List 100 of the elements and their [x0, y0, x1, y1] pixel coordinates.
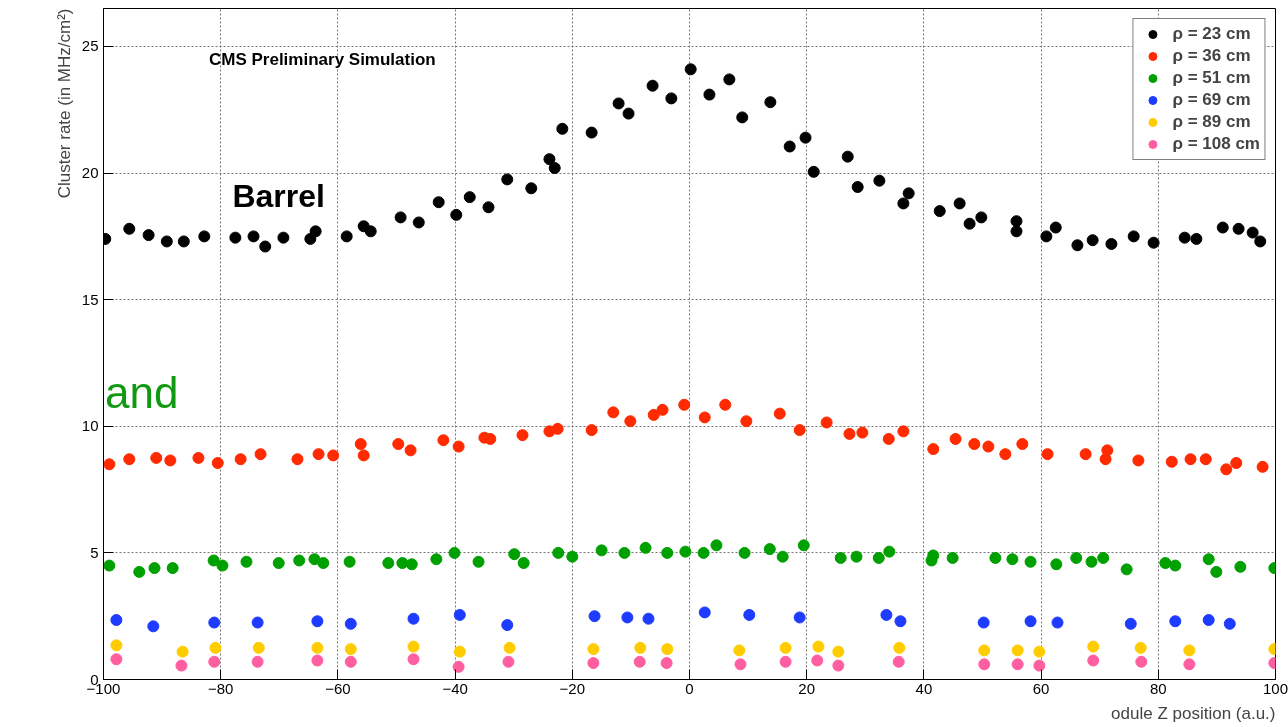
point — [793, 611, 806, 624]
point — [251, 616, 264, 629]
point — [1087, 640, 1100, 653]
point — [595, 544, 608, 557]
point — [252, 641, 265, 654]
point — [872, 551, 885, 564]
point — [698, 411, 711, 424]
point — [110, 653, 123, 666]
point — [607, 406, 620, 419]
y-tick-label: 15 — [81, 290, 99, 308]
point — [405, 558, 418, 571]
point — [1169, 615, 1182, 628]
point — [448, 546, 461, 559]
point — [216, 559, 229, 572]
point — [503, 641, 516, 654]
point — [897, 425, 910, 438]
point — [927, 443, 940, 456]
point — [437, 434, 450, 447]
y-tick-label: 20 — [81, 164, 99, 182]
point — [254, 448, 267, 461]
point — [133, 565, 146, 578]
point — [621, 611, 634, 624]
point — [312, 448, 325, 461]
point — [407, 612, 420, 625]
point — [978, 658, 991, 671]
point — [977, 616, 990, 629]
point — [166, 562, 179, 575]
point — [293, 554, 306, 567]
point — [357, 449, 370, 462]
point — [832, 645, 845, 658]
point — [150, 451, 163, 464]
point — [291, 453, 304, 466]
point — [344, 655, 357, 668]
point — [1016, 438, 1029, 451]
point — [1050, 558, 1063, 571]
point — [989, 551, 1002, 564]
point — [585, 424, 598, 437]
point — [1024, 615, 1037, 628]
point — [1033, 659, 1046, 672]
point — [501, 619, 514, 632]
point — [1223, 617, 1236, 630]
point — [234, 453, 247, 466]
point — [453, 645, 466, 658]
point — [968, 438, 981, 451]
point — [251, 655, 264, 668]
point — [763, 543, 776, 556]
point — [502, 655, 515, 668]
point — [1132, 454, 1145, 467]
point — [587, 657, 600, 670]
point — [1256, 460, 1269, 473]
point — [697, 546, 710, 559]
point — [978, 644, 991, 657]
point — [734, 658, 747, 671]
point — [856, 426, 869, 439]
point — [392, 438, 405, 451]
point — [1085, 555, 1098, 568]
point — [164, 454, 177, 467]
point — [1135, 655, 1148, 668]
point — [850, 550, 863, 563]
point — [209, 641, 222, 654]
x-tick-label: −60 — [325, 679, 351, 697]
point — [1024, 555, 1037, 568]
point — [811, 654, 824, 667]
point — [883, 545, 896, 558]
point — [949, 432, 962, 445]
point — [1159, 557, 1172, 570]
x-tick-label: 100 — [1262, 679, 1288, 697]
point — [1101, 444, 1114, 457]
point — [552, 546, 565, 559]
point — [894, 615, 907, 628]
point — [1006, 553, 1019, 566]
x-tick-label: 20 — [798, 679, 816, 697]
point — [110, 614, 123, 626]
point — [1165, 455, 1178, 468]
x-axis-title: odule Z position (a.u.) — [1111, 703, 1276, 723]
point — [1234, 560, 1247, 573]
point — [1169, 559, 1182, 572]
point — [710, 539, 723, 552]
point — [148, 562, 161, 575]
point — [776, 550, 789, 563]
point — [1120, 563, 1133, 576]
point — [344, 643, 357, 656]
point — [311, 615, 324, 628]
point — [1199, 453, 1212, 466]
point — [1070, 551, 1083, 564]
point — [317, 557, 330, 570]
point — [1097, 551, 1110, 564]
point — [999, 448, 1012, 461]
point — [382, 557, 395, 570]
point — [207, 554, 220, 567]
point — [793, 424, 806, 437]
point — [698, 606, 711, 619]
point — [982, 440, 995, 453]
point — [516, 429, 529, 442]
annotation: and — [105, 368, 179, 417]
point — [452, 660, 465, 673]
point — [843, 427, 856, 440]
point — [103, 559, 116, 572]
point — [1041, 448, 1054, 461]
point — [1202, 553, 1215, 566]
